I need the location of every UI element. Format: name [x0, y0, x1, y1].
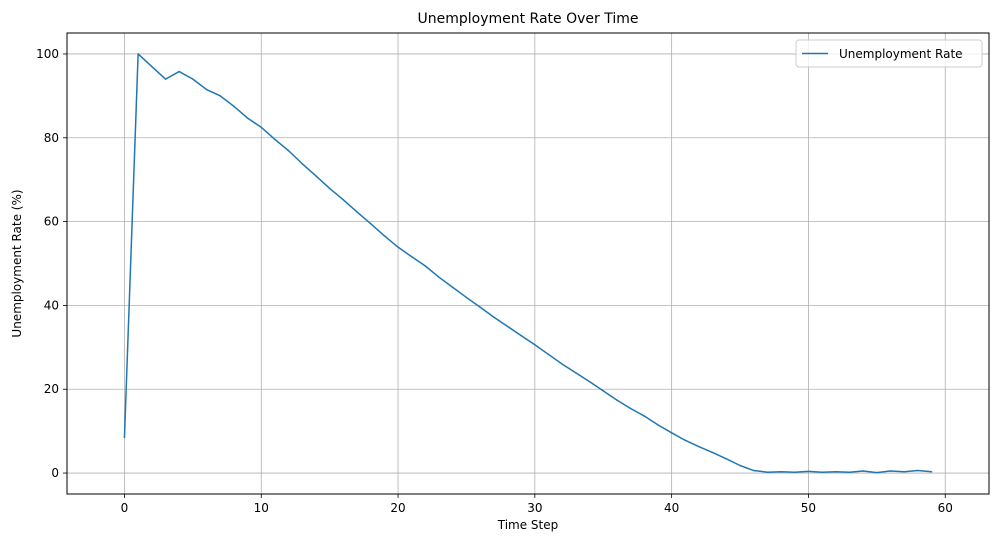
- data-point: [588, 380, 591, 383]
- legend-label-unemployment-rate: Unemployment Rate: [839, 47, 963, 61]
- data-point: [233, 105, 235, 108]
- data-point: [383, 235, 386, 237]
- data-point: [629, 407, 632, 410]
- data-point: [438, 276, 440, 279]
- data-point: [301, 163, 304, 165]
- x-tick-label: 10: [254, 501, 269, 515]
- data-point: [602, 390, 604, 392]
- data-point: [616, 399, 618, 401]
- data-point: [711, 451, 714, 454]
- data-point: [137, 53, 139, 55]
- plot-frame: [66, 32, 990, 495]
- data-point: [848, 471, 851, 473]
- data-point: [328, 187, 331, 190]
- data-point: [274, 138, 276, 141]
- legend-box: [795, 39, 983, 68]
- series-line-unemployment-rate: [123, 53, 932, 474]
- chart-title: Unemployment Rate Over Time: [418, 11, 639, 27]
- data-point: [575, 372, 577, 374]
- data-point: [684, 439, 687, 442]
- data-point: [410, 256, 413, 258]
- data-point: [930, 471, 933, 473]
- x-tick-label: 0: [121, 501, 129, 515]
- data-point: [752, 469, 755, 472]
- data-point: [356, 211, 358, 213]
- data-point: [246, 117, 249, 119]
- data-point: [260, 126, 262, 129]
- data-point: [561, 363, 563, 365]
- data-point: [876, 471, 878, 474]
- data-point: [192, 78, 194, 80]
- y-axis-label: Unemployment Rate (%): [10, 189, 24, 337]
- y-tick-label: 40: [44, 298, 59, 312]
- x-tick-label: 50: [801, 501, 816, 515]
- y-tick-label: 0: [51, 466, 59, 480]
- y-tick-label: 100: [36, 47, 59, 61]
- data-point: [178, 70, 180, 73]
- y-tick-label: 20: [44, 382, 59, 396]
- x-tick-label: 60: [938, 501, 953, 515]
- data-point: [889, 470, 892, 472]
- data-point: [205, 88, 208, 91]
- tick-marks: [63, 53, 946, 498]
- legend: Unemployment Rate: [795, 39, 983, 68]
- grid-lines: [67, 33, 989, 494]
- data-point: [862, 470, 864, 472]
- x-tick-label: 20: [390, 501, 405, 515]
- data-point: [534, 344, 536, 346]
- data-point: [794, 471, 796, 473]
- data-point: [506, 325, 509, 328]
- data-point: [821, 471, 823, 473]
- x-tick-label: 40: [664, 501, 679, 515]
- data-point: [766, 471, 769, 473]
- data-point: [151, 65, 153, 68]
- data-point: [164, 78, 167, 80]
- data-point: [835, 471, 837, 473]
- data-point: [725, 458, 728, 460]
- data-point: [493, 316, 495, 318]
- data-point: [465, 296, 468, 299]
- data-point: [479, 306, 481, 308]
- y-tick-label: 80: [44, 131, 59, 145]
- x-tick-label: 30: [527, 501, 542, 515]
- data-point: [397, 246, 399, 248]
- data-point: [670, 432, 673, 434]
- data-point: [123, 436, 126, 439]
- data-point: [287, 150, 290, 152]
- data-point: [219, 95, 221, 97]
- series-layer: [123, 53, 933, 474]
- data-point: [342, 199, 345, 201]
- data-point: [807, 470, 810, 473]
- data-point: [780, 471, 782, 473]
- data-point: [657, 424, 659, 426]
- data-point: [424, 265, 427, 267]
- data-point: [452, 286, 454, 289]
- data-point: [547, 353, 550, 356]
- data-point: [369, 222, 372, 225]
- data-point: [698, 445, 700, 448]
- data-point: [643, 415, 646, 417]
- data-point: [739, 464, 741, 467]
- data-point: [315, 175, 317, 177]
- y-tick-label: 60: [44, 215, 59, 229]
- data-point: [917, 469, 919, 472]
- x-axis-label: Time Step: [497, 518, 559, 532]
- data-point: [903, 471, 905, 473]
- tick-labels: 0 10 20 30 40 50 60 0 20 40 60 80 100: [36, 47, 953, 515]
- data-point: [520, 334, 522, 337]
